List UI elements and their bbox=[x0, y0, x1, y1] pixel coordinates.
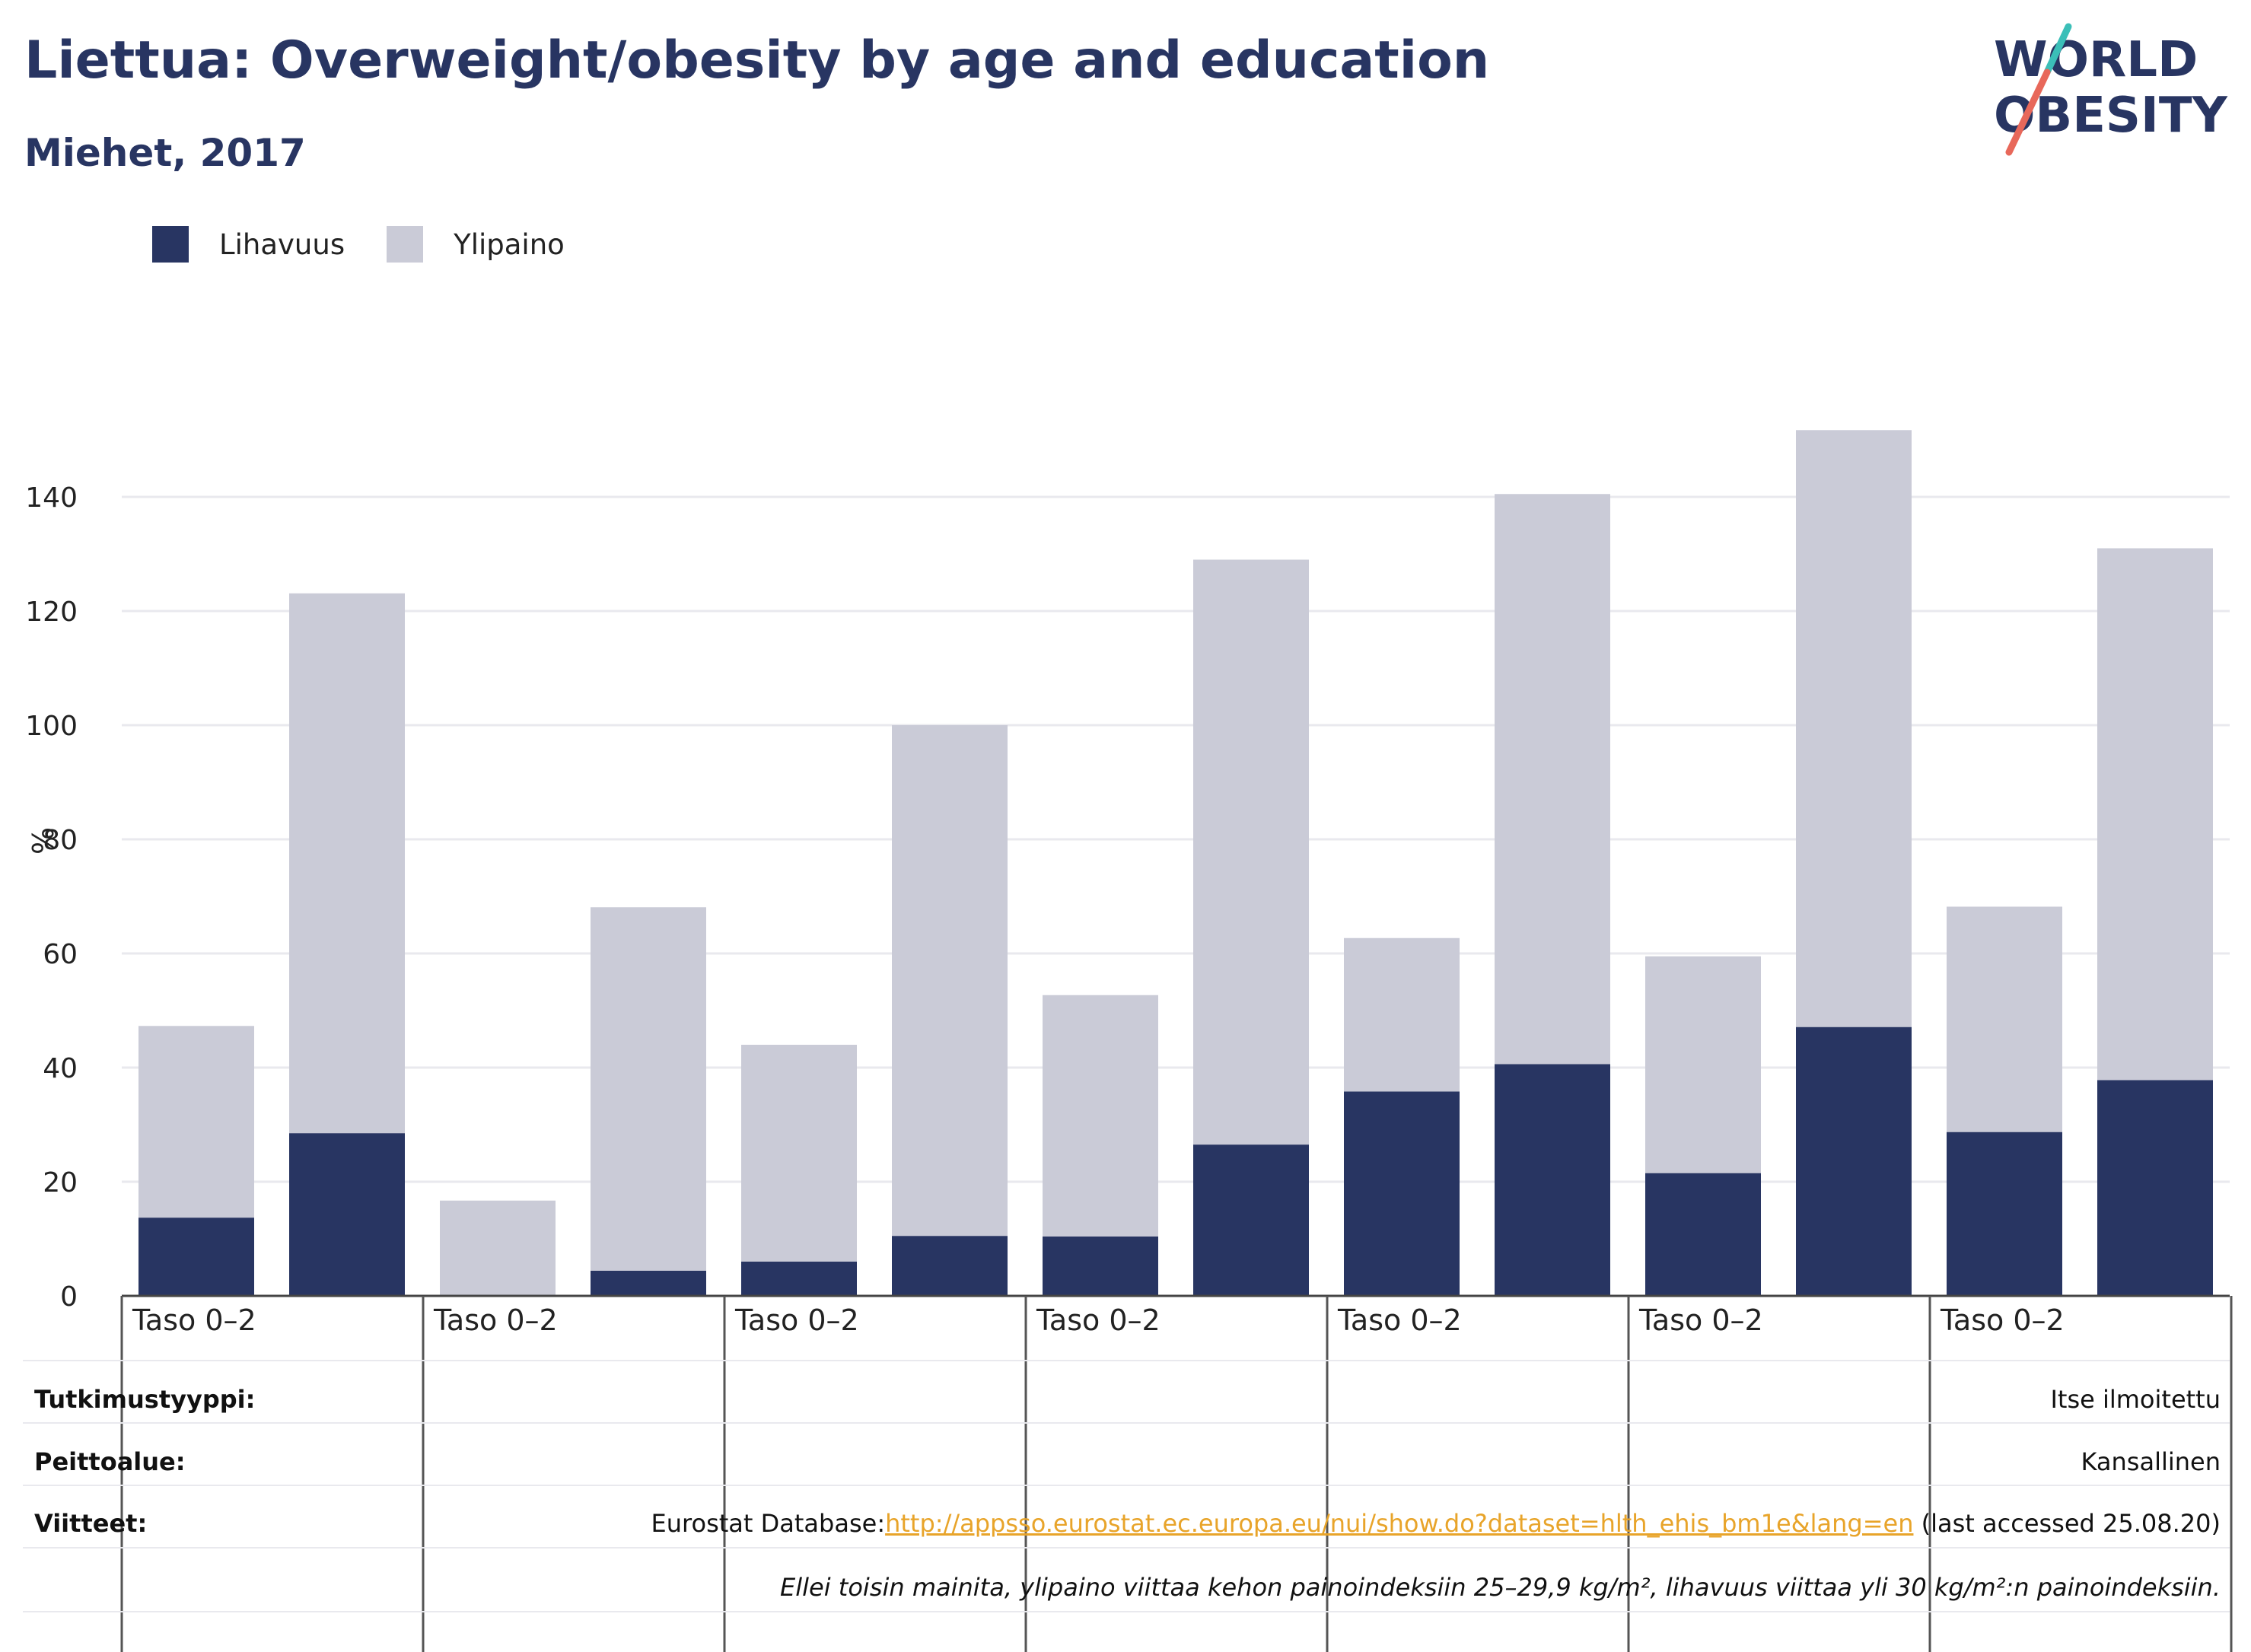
coverage-label: Peittoalue: bbox=[34, 1447, 186, 1476]
y-axis-label: % bbox=[27, 827, 60, 855]
legend-swatch-overweight bbox=[387, 226, 424, 263]
x-group-label: Taso 0–2 bbox=[734, 1303, 859, 1337]
x-group-label: Taso 0–2 bbox=[1036, 1303, 1161, 1337]
bar-obesity bbox=[892, 1236, 1008, 1296]
bar-overweight bbox=[591, 907, 706, 1271]
bar-obesity bbox=[1645, 1173, 1761, 1296]
y-tick-label: 60 bbox=[43, 939, 78, 970]
legend: Lihavuus Ylipaino bbox=[152, 226, 607, 263]
references-label: Viitteet: bbox=[34, 1509, 148, 1538]
logo-slash-coral bbox=[2005, 68, 2051, 156]
bar-obesity bbox=[591, 1271, 706, 1296]
survey-type-value: Itse ilmoitettu bbox=[2050, 1385, 2221, 1414]
bar-obesity bbox=[138, 1218, 254, 1296]
bar-overweight bbox=[1495, 494, 1610, 1065]
y-tick-label: 80 bbox=[43, 825, 78, 856]
bar-obesity bbox=[1947, 1132, 2062, 1296]
bar-overweight bbox=[289, 593, 405, 1134]
legend-item-overweight[interactable]: Ylipaino bbox=[387, 226, 565, 263]
bar-overweight bbox=[1947, 906, 2062, 1132]
bar-obesity bbox=[2097, 1080, 2213, 1296]
x-group-label: Taso 0–2 bbox=[433, 1303, 558, 1337]
survey-type-label: Tutkimustyyppi: bbox=[34, 1385, 256, 1414]
y-tick-label: 140 bbox=[25, 482, 78, 514]
bar-obesity bbox=[1344, 1091, 1460, 1296]
world-obesity-logo: WORLD OBESITY bbox=[1994, 23, 2227, 156]
logo-slash-teal bbox=[2043, 23, 2072, 76]
bar-overweight bbox=[440, 1200, 556, 1296]
bar-overweight bbox=[892, 725, 1008, 1237]
bar-obesity bbox=[1495, 1064, 1610, 1296]
bar-overweight bbox=[1645, 956, 1761, 1173]
coverage-value: Kansallinen bbox=[2081, 1447, 2221, 1476]
legend-label: Lihavuus bbox=[219, 228, 345, 261]
x-group-label: Taso 0–2 bbox=[1940, 1303, 2065, 1337]
bar-obesity bbox=[289, 1133, 405, 1296]
y-tick-label: 40 bbox=[43, 1053, 78, 1084]
bar-overweight bbox=[741, 1045, 857, 1262]
y-tick-label: 120 bbox=[25, 597, 78, 628]
references-link[interactable]: http://appsso.eurostat.ec.europa.eu/nui/… bbox=[885, 1509, 1914, 1538]
bar-obesity bbox=[1796, 1027, 1912, 1296]
references-prefix: Eurostat Database: bbox=[651, 1509, 886, 1538]
bar-obesity bbox=[1043, 1237, 1158, 1296]
logo-line1: WORLD bbox=[1994, 32, 2198, 88]
y-tick-label: 20 bbox=[43, 1167, 78, 1198]
definition-note: Ellei toisin mainita, ylipaino viittaa k… bbox=[780, 1573, 2221, 1602]
references-value: Eurostat Database:http://appsso.eurostat… bbox=[651, 1509, 2221, 1538]
chart-title: Liettua: Overweight/obesity by age and e… bbox=[24, 30, 1490, 91]
bar-obesity bbox=[741, 1262, 857, 1296]
legend-swatch-obesity bbox=[152, 226, 189, 263]
bar-overweight bbox=[138, 1026, 254, 1218]
chart-subtitle: Miehet, 2017 bbox=[24, 131, 306, 175]
y-tick-label: 0 bbox=[60, 1281, 78, 1313]
bar-overweight bbox=[1043, 995, 1158, 1237]
x-group-label: Taso 0–2 bbox=[1337, 1303, 1462, 1337]
legend-label: Ylipaino bbox=[454, 228, 565, 261]
references-suffix: (last accessed 25.08.20) bbox=[1913, 1509, 2221, 1538]
legend-item-obesity[interactable]: Lihavuus bbox=[152, 226, 345, 263]
y-tick-label: 100 bbox=[25, 711, 78, 742]
bar-overweight bbox=[1193, 559, 1309, 1145]
bar-overweight bbox=[1344, 937, 1460, 1092]
x-group-label: Taso 0–2 bbox=[132, 1303, 256, 1337]
bar-overweight bbox=[1796, 430, 1912, 1027]
bar-overweight bbox=[2097, 548, 2213, 1081]
bar-obesity bbox=[1193, 1144, 1309, 1296]
x-group-label: Taso 0–2 bbox=[1638, 1303, 1763, 1337]
